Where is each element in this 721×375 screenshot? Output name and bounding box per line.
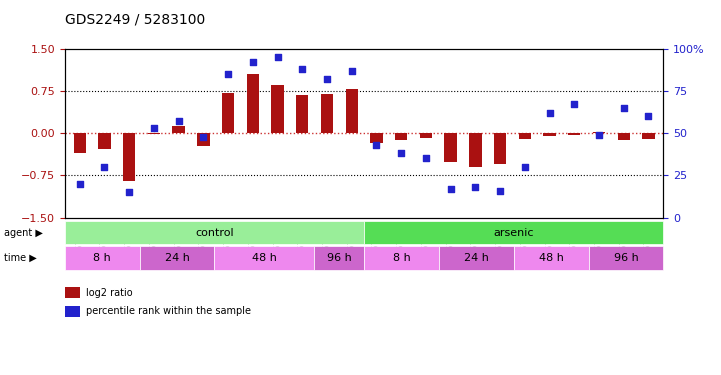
Point: [296, 66, 308, 72]
Point: [519, 164, 531, 170]
Text: percentile rank within the sample: percentile rank within the sample: [86, 306, 251, 316]
Point: [642, 113, 654, 119]
Bar: [469, 133, 482, 167]
Point: [445, 186, 456, 192]
FancyBboxPatch shape: [140, 246, 215, 270]
Bar: [247, 74, 259, 133]
Bar: [568, 133, 580, 135]
FancyBboxPatch shape: [439, 246, 514, 270]
Point: [618, 105, 629, 111]
Point: [198, 134, 209, 140]
Bar: [271, 86, 284, 133]
Bar: [642, 133, 655, 139]
Bar: [444, 133, 457, 162]
Bar: [518, 133, 531, 139]
Point: [247, 59, 259, 65]
FancyBboxPatch shape: [215, 246, 314, 270]
Bar: [296, 95, 309, 133]
Point: [544, 110, 555, 116]
Text: 48 h: 48 h: [252, 253, 277, 263]
Text: agent ▶: agent ▶: [4, 228, 43, 237]
Bar: [74, 133, 86, 153]
FancyBboxPatch shape: [364, 246, 439, 270]
Point: [173, 118, 185, 124]
Bar: [222, 93, 234, 133]
Bar: [148, 133, 160, 134]
FancyBboxPatch shape: [364, 221, 663, 244]
Point: [495, 188, 506, 194]
Bar: [197, 133, 210, 146]
Point: [222, 71, 234, 77]
Text: 24 h: 24 h: [164, 253, 190, 263]
FancyBboxPatch shape: [65, 221, 364, 244]
Bar: [98, 133, 110, 149]
Text: arsenic: arsenic: [493, 228, 534, 237]
Point: [272, 54, 283, 60]
Point: [322, 76, 333, 82]
Text: control: control: [195, 228, 234, 237]
Point: [469, 184, 481, 190]
Bar: [420, 133, 432, 138]
Bar: [345, 89, 358, 133]
Bar: [593, 132, 605, 133]
FancyBboxPatch shape: [65, 246, 140, 270]
FancyBboxPatch shape: [514, 246, 588, 270]
Bar: [65, 287, 80, 298]
Text: 96 h: 96 h: [327, 253, 352, 263]
Text: GDS2249 / 5283100: GDS2249 / 5283100: [65, 12, 205, 26]
Point: [74, 181, 86, 187]
Point: [593, 132, 605, 138]
Point: [371, 142, 382, 148]
Text: 8 h: 8 h: [94, 253, 111, 263]
Text: 8 h: 8 h: [393, 253, 410, 263]
Text: time ▶: time ▶: [4, 253, 36, 263]
Text: 48 h: 48 h: [539, 253, 564, 263]
Bar: [123, 133, 136, 181]
Text: log2 ratio: log2 ratio: [86, 288, 133, 297]
FancyBboxPatch shape: [314, 246, 364, 270]
Text: 96 h: 96 h: [614, 253, 638, 263]
Bar: [494, 133, 506, 164]
Bar: [321, 94, 333, 133]
Point: [99, 164, 110, 170]
Point: [346, 68, 358, 74]
FancyBboxPatch shape: [588, 246, 663, 270]
Point: [395, 150, 407, 156]
Bar: [172, 126, 185, 133]
Bar: [371, 133, 383, 143]
Point: [420, 155, 432, 161]
Point: [569, 101, 580, 107]
Bar: [544, 133, 556, 136]
Point: [148, 125, 159, 131]
Text: 24 h: 24 h: [464, 253, 489, 263]
Point: [123, 189, 135, 195]
Bar: [395, 133, 407, 140]
Bar: [618, 133, 630, 140]
Bar: [65, 306, 80, 317]
